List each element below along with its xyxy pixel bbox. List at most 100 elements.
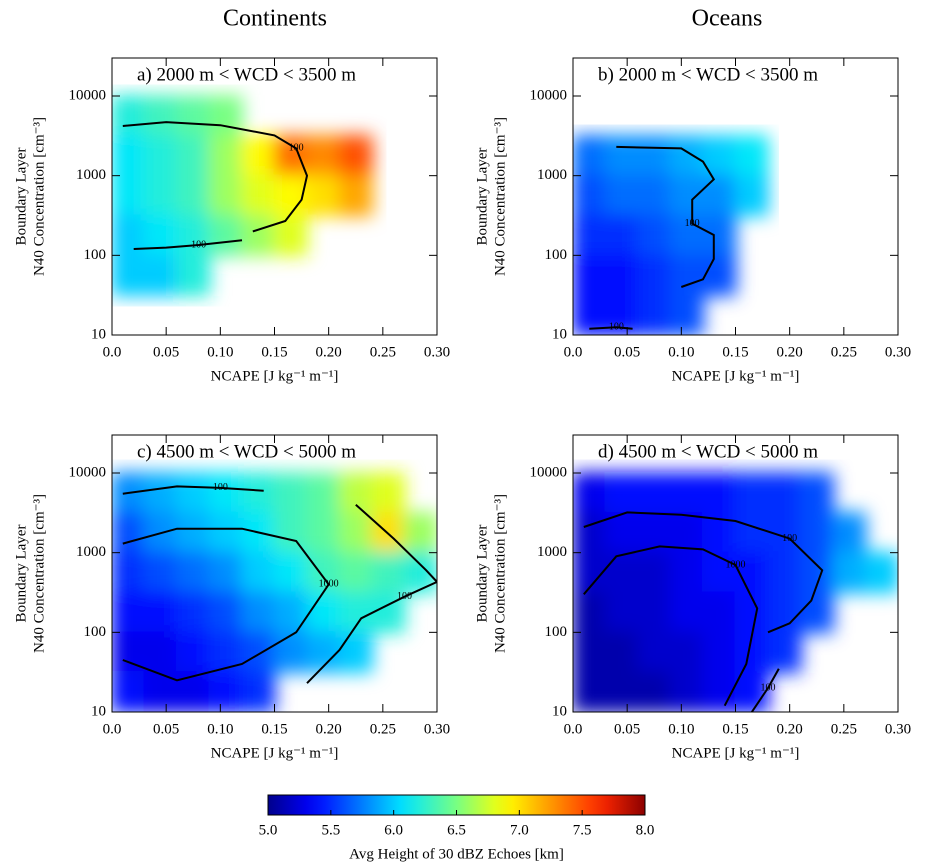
field-cell <box>573 214 607 257</box>
field-cell <box>112 671 146 712</box>
field-cell <box>702 551 737 594</box>
field-cell <box>669 214 704 257</box>
field-cell <box>338 511 373 554</box>
field-cell <box>306 134 341 177</box>
field-cell <box>241 671 276 712</box>
x-tick-label: 0.15 <box>722 721 748 737</box>
field-cell <box>273 214 308 257</box>
field-cell <box>637 294 672 335</box>
field-cell <box>767 591 802 634</box>
field-cell <box>143 134 178 177</box>
y-tick-label: 10 <box>552 326 567 342</box>
colorbar-tick-label: 5.0 <box>259 822 278 838</box>
field-cell <box>702 591 737 634</box>
field-cell <box>669 472 704 514</box>
field-cell <box>702 472 737 514</box>
field-cell <box>604 214 639 257</box>
field-cell <box>143 551 178 594</box>
field-cell <box>176 254 211 297</box>
y-tick-label: 10000 <box>530 464 568 480</box>
field <box>573 134 769 335</box>
colorbar-tick-label: 6.5 <box>447 822 466 838</box>
contour-label: 100 <box>289 143 304 154</box>
x-tick-label: 0.15 <box>722 344 748 360</box>
field-cell <box>176 134 211 177</box>
field-cell <box>604 472 639 514</box>
x-tick-label: 0.15 <box>261 721 287 737</box>
field-cell <box>604 591 639 634</box>
field-cell <box>241 551 276 594</box>
field-cell <box>306 591 341 634</box>
field <box>112 472 437 712</box>
field-cell <box>273 511 308 554</box>
x-tick-label: 0.05 <box>153 721 179 737</box>
y-axis-label: Boundary Layer <box>474 525 490 623</box>
field-cell <box>702 214 737 257</box>
field-cell <box>143 174 178 217</box>
field-cell <box>241 214 276 257</box>
field-cell <box>273 591 308 634</box>
y-axis-label: N40 Concentration [cm⁻³] <box>31 117 47 276</box>
field-cell <box>767 472 802 514</box>
field-cell <box>306 472 341 514</box>
field-cell <box>403 551 437 594</box>
field-cell <box>306 511 341 554</box>
y-axis-label: N40 Concentration [cm⁻³] <box>31 494 47 653</box>
x-tick-label: 0.0 <box>564 721 583 737</box>
contour-label: 100 <box>761 682 776 693</box>
field-cell <box>241 631 276 674</box>
field-cell <box>176 631 211 674</box>
y-tick-label: 100 <box>84 247 107 263</box>
x-tick-label: 0.30 <box>424 721 450 737</box>
field-cell <box>112 134 146 177</box>
x-tick-label: 0.20 <box>777 344 803 360</box>
field-cell <box>143 214 178 257</box>
field-cell <box>143 254 178 297</box>
field-cell <box>112 551 146 594</box>
x-tick-label: 0.10 <box>668 344 694 360</box>
x-tick-label: 0.10 <box>668 721 694 737</box>
x-tick-label: 0.25 <box>831 344 857 360</box>
contour-label: 100 <box>397 591 412 602</box>
column-title: Continents <box>223 6 327 32</box>
field-cell <box>176 671 211 712</box>
y-axis-label: N40 Concentration [cm⁻³] <box>492 494 508 653</box>
field-cell <box>637 254 672 297</box>
field-cell <box>637 134 672 177</box>
field-cell <box>637 174 672 217</box>
panel-title: d) 4500 m < WCD < 5000 m <box>598 441 818 462</box>
x-tick-label: 0.0 <box>103 721 122 737</box>
field-cell <box>208 174 243 217</box>
field-cell <box>573 671 607 712</box>
field-cell <box>208 134 243 177</box>
field-soft <box>573 472 898 712</box>
y-tick-label: 10 <box>552 703 567 719</box>
field-cell <box>338 134 373 177</box>
field-cell <box>112 254 146 297</box>
field-cell <box>669 134 704 177</box>
field-cell <box>338 631 373 674</box>
field-cell <box>403 511 437 554</box>
field-cell <box>799 591 834 634</box>
field-cell <box>176 95 211 137</box>
field-cell <box>604 174 639 217</box>
contour-line <box>583 511 824 634</box>
field-cell <box>176 511 211 554</box>
x-tick-label: 0.15 <box>261 344 287 360</box>
field-cell <box>208 631 243 674</box>
field-cell <box>702 254 737 297</box>
y-tick-label: 10000 <box>69 87 107 103</box>
field-cell <box>176 472 211 514</box>
y-tick-label: 10 <box>91 326 106 342</box>
field-cell <box>604 671 639 712</box>
field-cell <box>208 95 243 137</box>
x-tick-label: 0.25 <box>370 344 396 360</box>
contour-line <box>616 145 716 288</box>
field-cell <box>143 591 178 634</box>
field-cell <box>338 551 373 594</box>
field-cell <box>208 214 243 257</box>
colorbar-tick-label: 8.0 <box>636 822 655 838</box>
field-cell <box>702 671 737 712</box>
field-cell <box>112 214 146 257</box>
field-cell <box>864 551 898 594</box>
